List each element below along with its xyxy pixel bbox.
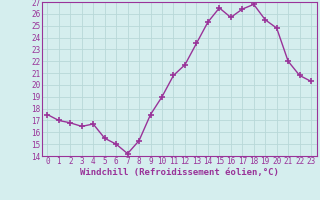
X-axis label: Windchill (Refroidissement éolien,°C): Windchill (Refroidissement éolien,°C) bbox=[80, 168, 279, 177]
